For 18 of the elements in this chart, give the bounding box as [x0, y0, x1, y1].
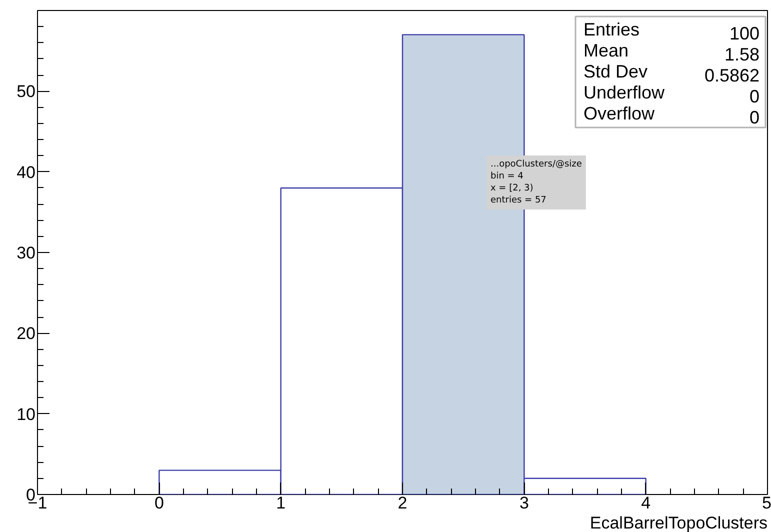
text: Overflow 0: [584, 104, 760, 128]
text: Underflow 0: [584, 82, 760, 106]
text: Std Dev 0.5862: [584, 62, 760, 86]
x-tick-label: 3: [519, 494, 529, 512]
y-tick-label: 50: [16, 82, 36, 102]
x-tick-label: 5: [762, 494, 771, 512]
annotation: ...opoClusters/@size bin = 4 x = [2, 3) entries = 57: [490, 160, 582, 206]
x-tick-label: 2: [398, 494, 408, 512]
y-tick-label: 30: [16, 244, 36, 262]
x-tick-label: 1: [276, 494, 286, 512]
x-axis-title: EcalBarrelTopoClusters: [590, 514, 768, 532]
x-tick-label: 0: [154, 494, 164, 512]
y-tick-label: 40: [16, 162, 36, 182]
text: Mean 1.58: [584, 40, 760, 64]
text: Entries 100: [584, 20, 760, 44]
x-tick-label: 4: [641, 494, 651, 512]
y-tick-label: 10: [16, 404, 36, 424]
y-tick-label: 20: [16, 324, 36, 344]
